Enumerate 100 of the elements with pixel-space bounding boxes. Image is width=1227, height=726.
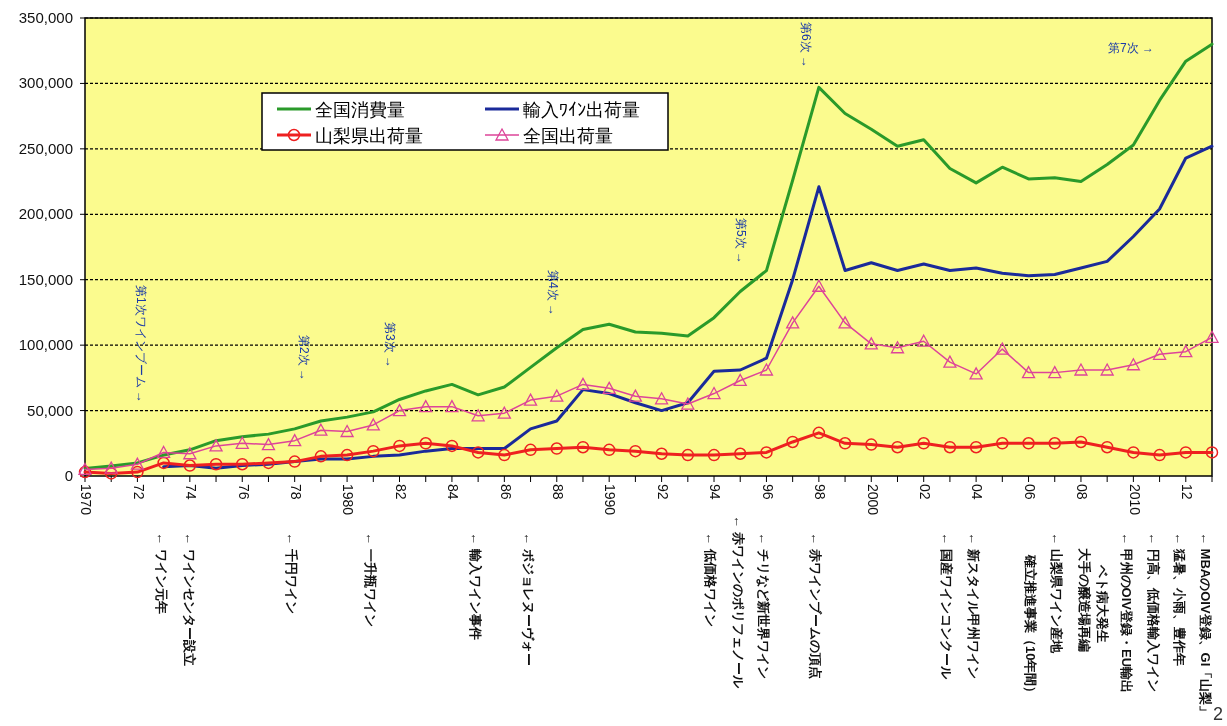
text: 確立推進事業（10年間）	[1022, 554, 1038, 700]
point	[1100, 363, 1114, 376]
point	[655, 447, 668, 460]
text: ← ワインセンター設立	[181, 532, 197, 666]
point	[1205, 330, 1219, 343]
text: ← 輸入ワイン事件	[467, 532, 483, 640]
text: ← ワイン元年	[153, 532, 169, 614]
point	[838, 437, 852, 450]
x-tick-label: 84	[445, 484, 462, 500]
annotation: 第7次 →	[1108, 41, 1155, 55]
text: ← 千円ワイン	[283, 532, 299, 614]
point	[471, 446, 485, 459]
annotation: 第6次 →	[798, 22, 813, 69]
point	[576, 377, 590, 391]
x-tick-label: 12	[1179, 484, 1196, 500]
point	[707, 386, 721, 400]
x-tick-label: 2010	[1126, 484, 1143, 516]
point	[943, 440, 957, 454]
point	[890, 341, 905, 354]
point	[628, 389, 643, 402]
y-tick-label: 0	[64, 467, 73, 484]
point	[1153, 448, 1166, 462]
point	[707, 448, 721, 462]
point	[1074, 435, 1088, 449]
text: ベト病大発生	[1094, 564, 1110, 643]
point	[156, 445, 171, 459]
legend-label: 輸入ﾜｲﾝ出荷量	[523, 100, 640, 120]
point	[1048, 437, 1061, 450]
text: ← チリなど新世界ワイン	[755, 532, 771, 679]
point	[1205, 446, 1219, 459]
point	[1127, 446, 1140, 459]
y-tick-label: 300,000	[18, 74, 73, 92]
x-tick-label: 1980	[340, 484, 357, 516]
text: 2	[1212, 704, 1223, 724]
point	[445, 439, 459, 453]
point	[864, 337, 878, 350]
point	[130, 457, 145, 470]
x-tick-label: 94	[707, 484, 724, 500]
text: ← ボジョレヌーヴォー	[520, 532, 536, 666]
annotation: 第4次 →	[545, 270, 560, 317]
point	[340, 424, 354, 438]
point	[576, 440, 590, 454]
point	[681, 448, 695, 462]
point	[288, 434, 302, 447]
text: ← 山梨県ワイン産地	[1048, 532, 1064, 654]
point	[419, 400, 433, 413]
point	[759, 363, 774, 376]
x-tick-label: 02	[916, 484, 933, 500]
point	[891, 440, 904, 454]
annotation: 第2次 →	[296, 335, 311, 382]
point	[602, 443, 616, 457]
point	[681, 397, 695, 410]
legend-label: 山梨県出荷量	[315, 126, 423, 146]
text: ← 新スタイル甲州ワイン	[965, 532, 981, 679]
x-tick-label: 76	[235, 484, 252, 500]
point	[550, 389, 564, 402]
point	[969, 367, 983, 380]
point	[550, 442, 564, 455]
point	[995, 342, 1009, 355]
point	[917, 437, 930, 450]
point	[393, 439, 406, 453]
point	[838, 316, 852, 329]
text: ← 赤ワインのポリフェノール	[730, 515, 746, 689]
point	[523, 393, 538, 406]
y-tick-label: 100,000	[18, 336, 73, 354]
x-tick-label: 06	[1021, 484, 1038, 500]
point	[996, 437, 1009, 450]
point	[524, 443, 537, 457]
text: ← 甲州のOIV登録・EU輸出	[1118, 532, 1134, 694]
x-tick-label: 82	[392, 484, 409, 500]
point	[236, 457, 249, 471]
point	[786, 316, 800, 329]
x-tick-label: 1970	[78, 484, 95, 516]
point	[131, 465, 144, 479]
x-tick-label: 08	[1074, 484, 1091, 500]
y-tick-label: 250,000	[18, 139, 73, 157]
point	[1100, 440, 1114, 454]
point	[392, 403, 407, 417]
point	[865, 438, 878, 451]
point	[1074, 363, 1088, 376]
point	[1179, 345, 1193, 358]
point	[943, 355, 957, 368]
point	[235, 436, 249, 449]
point	[733, 447, 747, 460]
point	[733, 373, 747, 387]
text: ← 国産ワインコンクール	[938, 532, 954, 680]
point	[288, 455, 301, 468]
text: ← 一升瓶ワイン	[362, 532, 378, 627]
point	[812, 279, 826, 292]
point	[419, 437, 432, 450]
point	[602, 381, 616, 394]
text: 大手の醸造場再編	[1076, 548, 1092, 652]
y-tick-label: 350,000	[18, 9, 73, 26]
point	[1022, 437, 1035, 450]
x-tick-label: 88	[550, 484, 567, 500]
point	[314, 450, 328, 463]
point	[262, 456, 275, 470]
y-tick-label: 150,000	[18, 270, 73, 288]
annotation: 第5次 →	[733, 218, 748, 265]
point	[1179, 446, 1193, 459]
